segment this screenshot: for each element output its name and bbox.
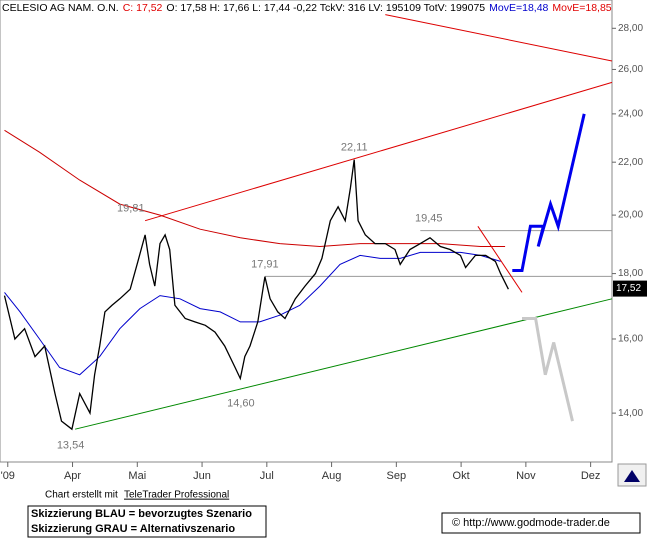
price-line: [3, 159, 509, 431]
price-line: [385, 14, 613, 62]
y-tick-label: 28,00: [618, 23, 643, 34]
annotation: 22,11: [341, 141, 368, 153]
header-part: C: 17,52: [123, 2, 163, 14]
x-tick-label: Okt: [453, 470, 470, 482]
y-tick-label: 26,00: [618, 64, 643, 75]
price-line: [4, 251, 501, 376]
annotation: 17,91: [251, 258, 279, 270]
price-line: [144, 81, 613, 222]
header-part: MovE=18,48: [489, 2, 548, 14]
y-tick-label: 16,00: [618, 334, 643, 345]
y-tick-label: 22,00: [618, 157, 643, 168]
x-tick-label: '09: [1, 470, 15, 482]
price-line: [512, 113, 586, 272]
y-tick-label: 18,00: [618, 268, 643, 279]
x-tick-label: Jun: [193, 470, 211, 482]
x-tick-label: Mai: [128, 470, 146, 482]
last-price-label: 17,52: [616, 283, 641, 294]
x-tick-label: Nov: [516, 470, 536, 482]
legend-box: [27, 505, 267, 538]
annotation: 14,60: [227, 398, 255, 410]
y-tick-label: 14,00: [618, 408, 643, 419]
url[interactable]: © http://www.godmode-trader.de: [452, 517, 610, 529]
legend-line: Skizzierung GRAU = Alternativszenario: [31, 523, 235, 535]
last-price-box: [613, 280, 647, 297]
credit-prefix: Chart erstellt mit: [45, 490, 118, 501]
x-tick-label: Dez: [581, 470, 601, 482]
plot-area: [3, 14, 613, 431]
icon-glyph: [624, 470, 640, 482]
header-part: O: 17,58 H: 17,66 L: 17,44 -0,22 TckV: 3…: [166, 2, 485, 14]
header: CELESIO AG NAM. O.N. C: 17,52 O: 17,58 H: …: [2, 2, 612, 14]
price-line: [4, 129, 506, 248]
price-line: [477, 226, 523, 293]
price-line: [522, 317, 574, 422]
header-part: CELESIO AG NAM. O.N.: [2, 2, 119, 14]
url-box: [441, 512, 641, 534]
annotation: 19,45: [415, 212, 443, 224]
y-tick-label: 24,00: [618, 109, 643, 120]
credit-link[interactable]: TeleTrader Professional: [124, 490, 229, 501]
legend-line: Skizzierung BLAU = bevorzugtes Szenario: [31, 508, 252, 520]
annotation: 13,54: [57, 440, 85, 452]
header-part: MovE=18,85: [552, 2, 611, 14]
x-tick-label: Aug: [322, 470, 342, 482]
x-tick-label: Apr: [64, 470, 81, 482]
y-tick-label: 20,00: [618, 210, 643, 221]
annotation: 19,81: [117, 202, 145, 214]
x-tick-label: Sep: [387, 470, 407, 482]
x-tick-label: Jul: [260, 470, 274, 482]
price-line: [74, 298, 613, 430]
